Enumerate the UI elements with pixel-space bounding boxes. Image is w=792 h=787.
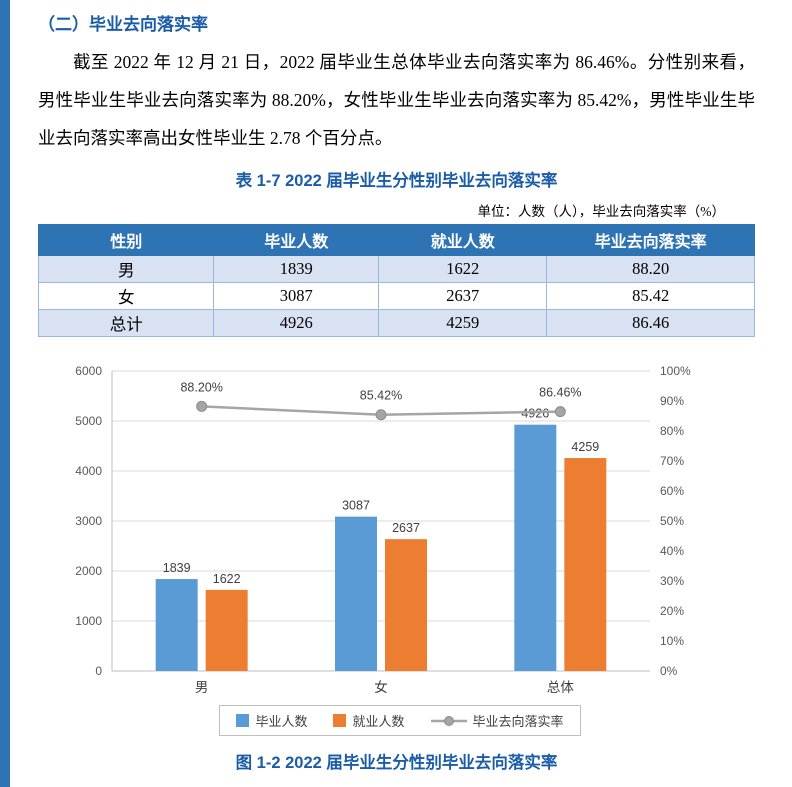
legend-label: 毕业人数 <box>255 714 308 729</box>
table-cell: 男 <box>37 255 215 283</box>
legend-swatch-icon <box>236 714 250 727</box>
rate-point-label: 85.42% <box>360 389 402 403</box>
table-header-cell: 性别 <box>37 224 215 256</box>
legend-label: 就业人数 <box>352 714 405 729</box>
rate-marker <box>196 400 208 412</box>
bar-value-label: 1839 <box>163 561 191 575</box>
legend-swatch-icon <box>333 714 347 727</box>
table-header-cell: 毕业去向落实率 <box>546 224 755 256</box>
table-cell: 4926 <box>213 309 380 337</box>
table-cell: 女 <box>37 282 215 310</box>
legend-item: 就业人数 <box>333 711 405 730</box>
left-axis-tick-label: 4000 <box>75 464 102 478</box>
right-axis-tick-label: 30% <box>660 574 684 588</box>
rate-marker <box>375 409 387 421</box>
combo-chart-svg: 0 1000 2000 3000 4000 5000 6000 0% 10% 20% 30% 40% 5… <box>75 364 691 695</box>
table-cell: 88.20 <box>546 255 755 283</box>
bar-value-label: 4926 <box>521 407 549 421</box>
table-cell: 1622 <box>378 255 548 283</box>
right-axis-tick-label: 20% <box>660 604 684 618</box>
bar-employed <box>205 589 248 671</box>
table-row: 总计 4926 4259 86.46 <box>37 309 755 337</box>
table-cell: 2637 <box>378 282 548 310</box>
right-axis-tick-label: 10% <box>660 634 684 648</box>
rate-point-label: 88.20% <box>180 380 222 394</box>
gender-rate-table: 性别 毕业人数 就业人数 毕业去向落实率 男 1839 1622 88.20 女… <box>37 224 755 337</box>
legend-label: 毕业去向落实率 <box>472 714 564 729</box>
legend-item: 毕业去向落实率 <box>430 711 564 730</box>
bar-value-label: 2637 <box>392 521 420 535</box>
bar-employed <box>385 539 427 671</box>
right-axis-tick-label: 60% <box>660 484 684 498</box>
table-header-cell: 就业人数 <box>378 224 548 256</box>
figure-chart: 0 1000 2000 3000 4000 5000 6000 0% 10% 20% 30% 40% 5… <box>50 351 750 736</box>
table-row: 女 3087 2637 85.42 <box>37 282 755 310</box>
bar-value-label: 1622 <box>213 572 241 586</box>
bar-value-label: 3087 <box>342 499 370 513</box>
right-axis-tick-label: 90% <box>660 394 684 408</box>
section-heading: （二）毕业去向落实率 <box>38 15 208 34</box>
table-cell: 总计 <box>37 309 215 337</box>
unit-note: 单位：人数（人），毕业去向落实率（%） <box>477 204 726 219</box>
table-cell: 1839 <box>213 255 380 283</box>
table-cell: 85.42 <box>546 282 755 310</box>
left-axis-tick-label: 2000 <box>75 564 102 578</box>
table-cell: 4259 <box>378 309 548 337</box>
right-axis-tick-label: 50% <box>660 514 684 528</box>
category-label: 男 <box>195 680 209 695</box>
chart-legend: 毕业人数 就业人数 毕业去向落实率 <box>219 705 581 736</box>
right-axis-tick-label: 100% <box>660 364 691 378</box>
left-axis-tick-label: 3000 <box>75 514 102 528</box>
category-label: 总体 <box>547 680 574 695</box>
table-header-row: 性别 毕业人数 就业人数 毕业去向落实率 <box>37 224 755 256</box>
bar-graduates <box>335 516 377 671</box>
table-cell: 3087 <box>213 282 380 310</box>
figure-caption: 图 1-2 2022 届毕业生分性别毕业去向落实率 <box>235 754 558 772</box>
legend-item: 毕业人数 <box>236 711 307 730</box>
bar-graduates <box>514 424 557 671</box>
rate-marker <box>554 406 566 418</box>
right-axis-tick-label: 40% <box>660 544 684 558</box>
table-row: 男 1839 1622 88.20 <box>37 255 755 283</box>
left-axis-tick-label: 1000 <box>75 614 102 628</box>
right-axis-tick-label: 80% <box>660 424 684 438</box>
table-title: 表 1-7 2022 届毕业生分性别毕业去向落实率 <box>235 172 558 190</box>
table-header-cell: 毕业人数 <box>213 224 380 256</box>
left-axis-tick-label: 6000 <box>75 364 102 378</box>
rate-point-label: 86.46% <box>539 386 581 400</box>
left-margin-strip <box>0 0 10 787</box>
category-label: 女 <box>374 679 388 695</box>
bar-graduates <box>155 579 198 671</box>
legend-line-marker-icon <box>430 715 467 726</box>
left-axis-tick-label: 0 <box>95 664 102 678</box>
bar-employed <box>564 458 607 671</box>
table-cell: 86.46 <box>546 309 755 337</box>
left-axis-tick-label: 5000 <box>75 414 102 428</box>
right-axis-tick-label: 0% <box>660 664 678 678</box>
body-paragraph: 截至 2022 年 12 月 21 日，2022 届毕业生总体毕业去向落实率为 … <box>38 52 755 148</box>
right-axis-tick-label: 70% <box>660 454 684 468</box>
bar-value-label: 4259 <box>571 440 599 454</box>
